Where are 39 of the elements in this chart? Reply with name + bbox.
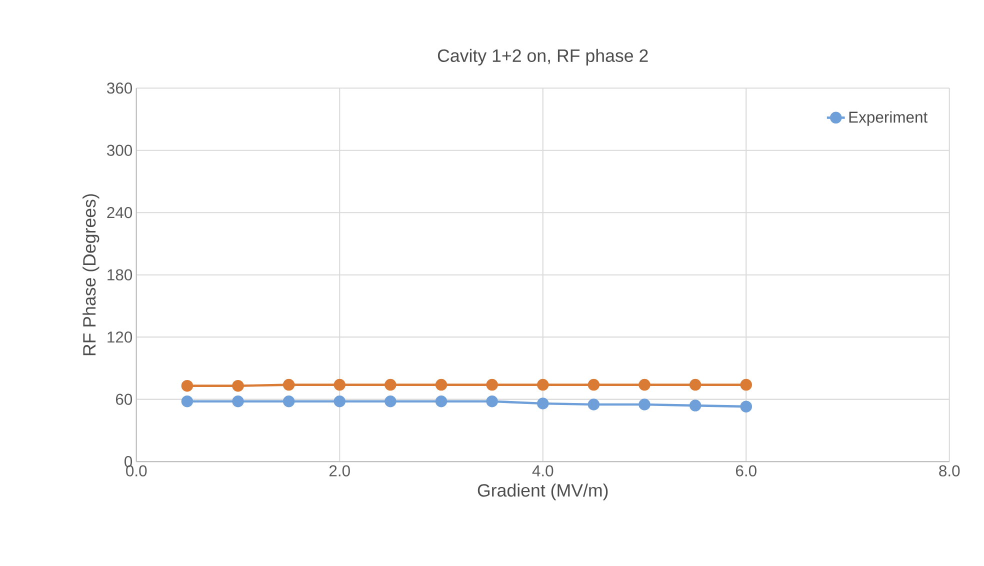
point — [537, 378, 549, 390]
y-tick-label: 300 — [107, 144, 132, 156]
point — [334, 395, 346, 408]
point — [740, 378, 752, 390]
point — [181, 395, 194, 408]
point — [486, 395, 498, 408]
point — [689, 399, 702, 412]
y-tick-label: 240 — [107, 206, 132, 218]
y-tick-label: 360 — [107, 82, 132, 94]
x-tick-label: 4.0 — [532, 465, 554, 476]
point — [588, 378, 600, 390]
point — [638, 378, 650, 390]
point — [181, 380, 194, 392]
point — [384, 395, 396, 408]
point — [486, 378, 498, 390]
point — [435, 395, 448, 408]
x-axis-title: Gradient (MV/m) — [478, 483, 608, 500]
point — [282, 395, 295, 408]
point — [232, 380, 244, 392]
point — [537, 397, 549, 410]
point — [282, 378, 295, 390]
point — [384, 378, 396, 390]
point — [588, 398, 600, 410]
x-tick-label: 8.0 — [939, 465, 960, 476]
point — [689, 378, 702, 390]
chart-title: Cavity 1+2 on, RF phase 2 — [438, 48, 648, 66]
point — [435, 378, 448, 390]
point — [740, 400, 752, 412]
point — [232, 395, 244, 408]
point — [638, 398, 650, 410]
x-tick-label: 0.0 — [126, 465, 147, 476]
x-tick-label: 2.0 — [329, 465, 350, 476]
x-tick-label: 6.0 — [736, 465, 756, 476]
y-tick-label: 120 — [108, 331, 132, 342]
point — [334, 378, 346, 390]
legend-label: Experiment — [849, 110, 928, 126]
y-axis-title: RF Phase (Degrees) — [82, 194, 100, 355]
y-tick-label: 60 — [116, 394, 132, 405]
y-tick-label: 180 — [108, 269, 132, 280]
